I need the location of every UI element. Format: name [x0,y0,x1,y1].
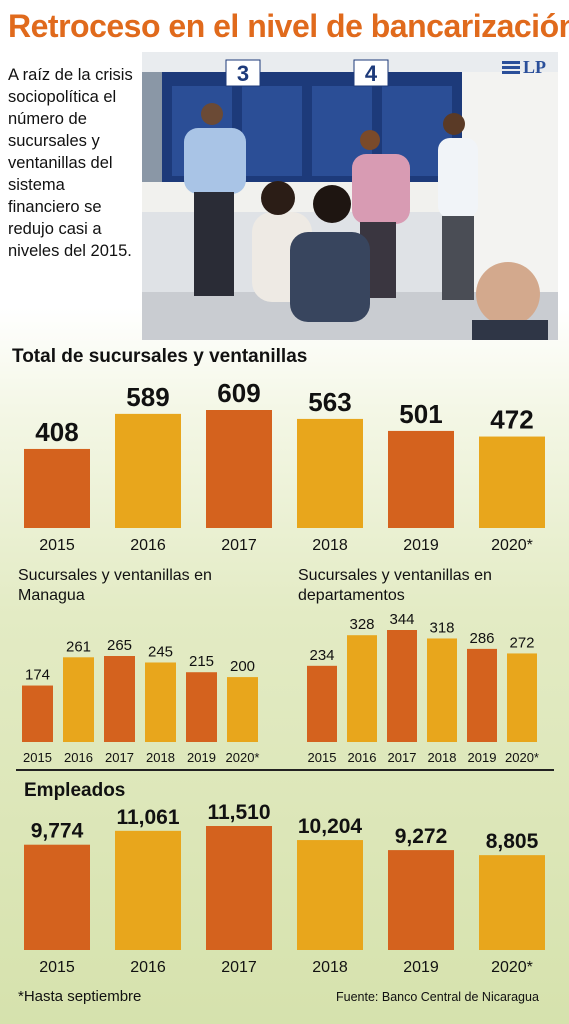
bank-photo-illustration: 3 4 [142,52,558,340]
source-credit: Fuente: Banco Central de Nicaragua [336,990,539,1004]
departments-value-label-3: 318 [429,619,454,636]
employees-category-label-4: 2019 [403,959,439,976]
departments-chart-title: Sucursales y ventanillas en departamento… [298,567,492,604]
total-value-label-5: 472 [490,405,533,435]
section-divider [16,769,554,771]
lp-logo: LP [502,56,554,78]
managua-category-label-5: 2020* [226,750,260,765]
employees-bar-0 [24,844,90,950]
managua-bar-1 [63,657,94,742]
managua-value-label-1: 261 [66,638,91,655]
managua-category-label-2: 2017 [105,750,134,765]
managua-bar-2 [104,656,135,742]
window-number-4: 4 [365,61,378,86]
employees-category-label-3: 2018 [312,959,348,976]
total-category-label-0: 2015 [39,537,75,554]
flag-icon [502,61,520,74]
total-bar-2 [206,410,272,528]
employees-value-label-3: 10,204 [298,815,363,838]
employees-value-label-1: 11,061 [116,806,179,829]
departments-bar-1 [347,635,377,742]
employees-bar-2 [206,826,272,950]
total-chart: 408 2015 589 2016 609 2017 563 2018 501 2019 472 20… [24,378,545,554]
departments-category-label-3: 2018 [428,750,457,765]
managua-category-label-1: 2016 [64,750,93,765]
employees-bar-5 [479,855,545,950]
total-category-label-5: 2020* [491,537,533,554]
managua-category-label-4: 2019 [187,750,216,765]
departments-bar-0 [307,665,337,742]
total-bar-1 [115,413,181,528]
total-value-label-2: 609 [217,378,260,408]
managua-bar-5 [227,677,258,742]
employees-bar-4 [388,850,454,950]
departments-value-label-5: 272 [509,634,534,651]
managua-bar-4 [186,672,217,742]
total-category-label-4: 2019 [403,537,439,554]
window-number-3: 3 [237,61,249,86]
total-value-label-4: 501 [399,399,442,429]
managua-value-label-4: 215 [189,653,214,670]
managua-category-label-3: 2018 [146,750,175,765]
total-value-label-1: 589 [126,382,169,412]
employees-bar-1 [115,830,181,950]
total-bar-5 [479,436,545,528]
departments-bar-3 [427,638,457,742]
managua-value-label-2: 265 [107,637,132,654]
departments-bar-4 [467,648,497,742]
departments-category-label-4: 2019 [468,750,497,765]
managua-bar-0 [22,685,53,742]
employees-category-label-2: 2017 [221,959,257,976]
employees-category-label-0: 2015 [39,959,75,976]
managua-value-label-0: 174 [25,667,50,684]
total-value-label-0: 408 [35,417,78,447]
total-category-label-3: 2018 [312,537,348,554]
departments-category-label-5: 2020* [505,750,539,765]
total-chart-title: Total de sucursales y ventanillas [12,346,308,367]
managua-and-departments-charts: 174 2015 261 2016 265 2017 245 2018 215 2019 200 20… [22,611,539,765]
employees-category-label-1: 2016 [130,959,166,976]
page-title: Retroceso en el nivel de bancarización [8,8,569,44]
departments-bar-5 [507,653,537,742]
departments-value-label-4: 286 [469,630,494,647]
departments-value-label-1: 328 [349,616,374,633]
total-value-label-3: 563 [308,387,351,417]
departments-category-label-2: 2017 [388,750,417,765]
employees-chart-title: Empleados [24,780,126,801]
employees-value-label-0: 9,774 [31,820,84,843]
total-bar-3 [297,418,363,528]
total-bar-4 [388,430,454,528]
employees-value-label-5: 8,805 [486,830,539,853]
employees-value-label-2: 11,510 [207,801,270,824]
employees-category-label-5: 2020* [491,959,533,976]
managua-bar-3 [145,662,176,742]
departments-value-label-0: 234 [309,647,334,664]
managua-category-label-0: 2015 [23,750,52,765]
departments-value-label-2: 344 [389,611,414,628]
employees-bar-3 [297,840,363,950]
departments-category-label-0: 2015 [308,750,337,765]
logo-text: LP [523,56,547,77]
total-bar-0 [24,448,90,528]
employees-value-label-4: 9,272 [395,825,448,848]
managua-value-label-5: 200 [230,658,255,675]
employees-chart: 9,774 2015 11,061 2016 11,510 2017 10,204 2018 9… [24,801,545,976]
managua-chart-title: Sucursales y ventanillas en Managua [18,567,212,604]
intro-text: A raíz de la crisis sociopolítica el núm… [8,66,133,260]
bank-photo: 3 4 [142,52,558,340]
managua-value-label-3: 245 [148,643,173,660]
total-category-label-1: 2016 [130,537,166,554]
footnote: *Hasta septiembre [18,988,142,1005]
departments-category-label-1: 2016 [348,750,377,765]
departments-bar-2 [387,630,417,742]
total-category-label-2: 2017 [221,537,257,554]
